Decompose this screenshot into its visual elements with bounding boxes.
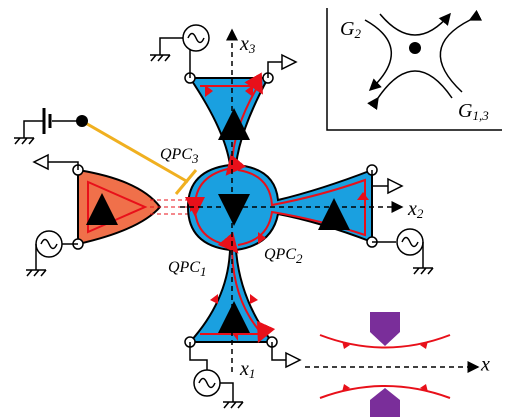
label: G1,3 xyxy=(458,100,489,123)
red-reservoir xyxy=(32,153,190,250)
label: QPC1 xyxy=(168,259,207,279)
device xyxy=(182,37,404,370)
qpc-inset xyxy=(305,312,480,417)
sources xyxy=(26,24,434,409)
label: QPC2 xyxy=(264,246,303,266)
axes xyxy=(180,28,404,372)
label: x xyxy=(480,354,490,376)
conductance-inset xyxy=(326,8,502,131)
label: QPC3 xyxy=(160,146,199,166)
label: G2 xyxy=(340,18,361,41)
label: x2 xyxy=(407,198,424,221)
label: x1 xyxy=(239,358,255,381)
label: x3 xyxy=(239,33,256,56)
